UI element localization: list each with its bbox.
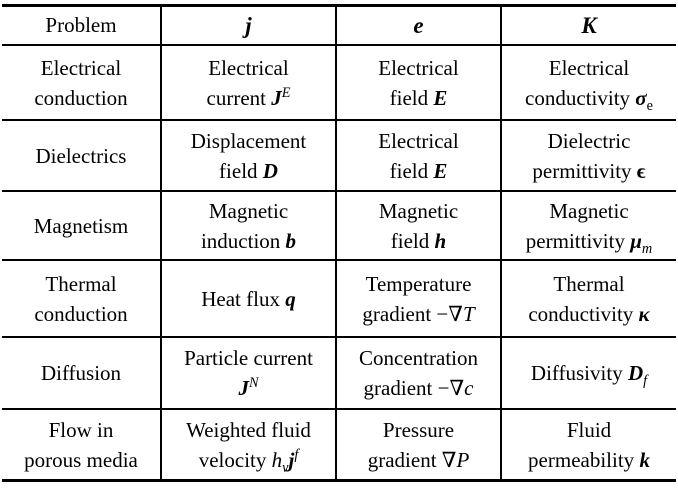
cell-coefficient: Fluid permeability k: [500, 408, 676, 481]
table-row-dielectrics: Dielectrics Displacement field D Electric…: [2, 119, 676, 191]
cell-force: Pressure gradient ∇P: [335, 408, 501, 481]
table-row: Problem j e K: [2, 4, 676, 45]
cell-force: Magnetic field h: [335, 190, 501, 260]
column-header-problem: Problem: [2, 4, 161, 45]
column-header-coefficient-k: K: [500, 4, 676, 45]
cell-flux: Weighted fluid velocity hvjf: [160, 408, 336, 481]
cell-problem: Thermal conduction: [2, 259, 161, 337]
table-row-magnetism: Magnetism Magnetic induction b Magnetic fi…: [2, 190, 676, 260]
cell-flux: Electrical current JE: [160, 44, 336, 120]
cell-force: Temperature gradient −∇T: [335, 259, 501, 337]
cell-force: Concentration gradient −∇c: [335, 336, 501, 409]
table-row-diffusion: Diffusion Particle current JN Concentrati…: [2, 336, 676, 409]
cell-problem: Flow in porous media: [2, 408, 161, 481]
table-row-thermal-conduction: Thermal conduction Heat flux q Temperatur…: [2, 259, 676, 337]
cell-problem: Dielectrics: [2, 119, 161, 191]
cell-flux: Heat flux q: [160, 259, 336, 337]
table-row-flow-porous-media: Flow in porous media Weighted fluid veloci…: [2, 408, 676, 481]
cell-problem: Diffusion: [2, 336, 161, 409]
cell-coefficient: Electrical conductivity σe: [500, 44, 676, 120]
physical-analogies-table: Problem j e K Electrical conduction Elect…: [2, 4, 676, 482]
column-header-flux-j: j: [160, 4, 336, 45]
cell-flux: Displacement field D: [160, 119, 336, 191]
cell-flux: Magnetic induction b: [160, 190, 336, 260]
cell-coefficient: Dielectric permittivity ϵ: [500, 119, 676, 191]
cell-coefficient: Diffusivity Df: [500, 336, 676, 409]
column-header-force-e: e: [335, 4, 501, 45]
cell-force: Electrical field E: [335, 44, 501, 120]
table-row-electrical-conduction: Electrical conduction Electrical current J…: [2, 44, 676, 120]
cell-coefficient: Magnetic permittivity μm: [500, 190, 676, 260]
table-header-row: Problem j e K: [2, 4, 676, 45]
cell-force: Electrical field E: [335, 119, 501, 191]
cell-coefficient: Thermal conductivity κ: [500, 259, 676, 337]
cell-flux: Particle current JN: [160, 336, 336, 409]
cell-problem: Electrical conduction: [2, 44, 161, 120]
cell-problem: Magnetism: [2, 190, 161, 260]
